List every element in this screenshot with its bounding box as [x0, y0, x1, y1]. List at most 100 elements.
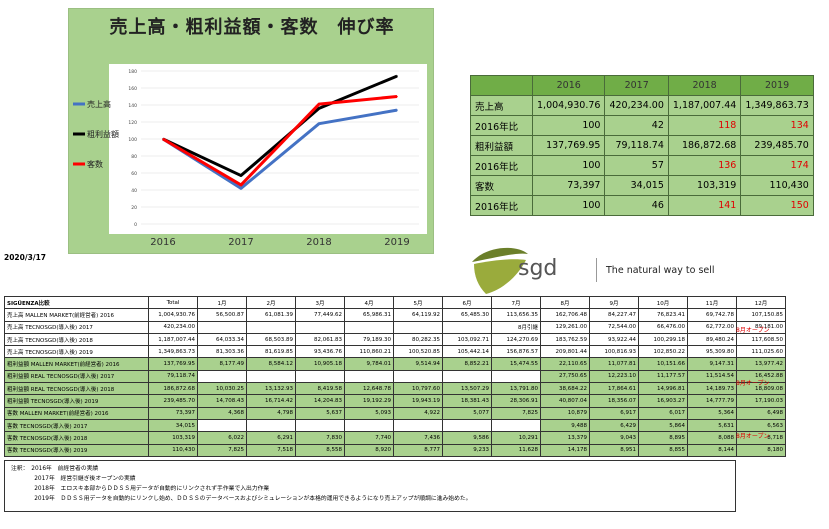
summary-cell: 141: [667, 195, 742, 216]
summary-cell: 46: [604, 195, 669, 216]
summary-cell: 136: [667, 155, 742, 176]
note-line: 2019年 ＤＤＳＳ用データを自動的にリンクし始め、ＤＤＳＳのデータベースおよび…: [11, 496, 472, 502]
detail-cell: 12,223.10: [589, 369, 639, 384]
summary-row: 客数 73,397 34,015 103,319 110,430: [470, 175, 814, 196]
detail-row: 客数 TECNOSGD(導入後) 2017 34,015 9,488 6,429 5,8…: [4, 418, 786, 433]
detail-cell: 420,234.00: [148, 320, 198, 334]
detail-row-label: 粗利益額 TECNOSGD(導入後) 2019: [4, 394, 149, 408]
detail-header-cell: 8月: [540, 295, 590, 310]
detail-cell: 6,291: [246, 431, 296, 445]
series-line: [162, 74, 398, 178]
data-point: [318, 107, 320, 110]
x-tick-label: 2016: [150, 237, 175, 248]
detail-header-cell: 2月: [246, 295, 296, 310]
detail-cell: 6,022: [197, 431, 247, 445]
detail-cell: [442, 369, 492, 384]
legend-label: 客数: [87, 159, 103, 169]
detail-cell: 11,628: [491, 443, 541, 457]
summary-cell: 1,349,863.73: [740, 95, 814, 116]
summary-row: 売上高 1,004,930.76 420,234.00 1,187,007.44 1,3…: [470, 95, 814, 116]
summary-cell: 150: [740, 195, 814, 216]
summary-cell: 1,004,930.76: [531, 95, 606, 116]
detail-cell: [344, 418, 394, 433]
detail-row: 粗利益額 REAL TECNOSGD(導入後) 2018 186,872.68 10…: [4, 382, 786, 396]
summary-header-row: 2016 2017 2018 2019: [470, 75, 814, 96]
detail-cell: 64,119.92: [393, 308, 443, 322]
detail-row-label: 売上高 MALLEN MARKET(前経営者) 2016: [4, 308, 149, 322]
detail-cell: 4,368: [197, 406, 247, 420]
detail-cell: 186,872.68: [148, 382, 198, 396]
note-line: 注釈： 2016年 前経営者の実績: [11, 466, 99, 472]
logo-divider: [596, 258, 597, 282]
detail-cell: 8,584.12: [246, 357, 296, 371]
detail-header-cell: 12月: [736, 295, 786, 310]
detail-header-cell: 9月: [589, 295, 639, 310]
y-tick-label: 80: [131, 154, 137, 160]
detail-cell: 4,922: [393, 406, 443, 420]
detail-row: 売上高 TECNOSGD(導入後) 2019 1,349,863.73 81,303…: [4, 345, 786, 359]
detail-cell: 79,189.30: [344, 332, 394, 347]
summary-table: 2016 2017 2018 2019 売上高 1,004,930.76 420,2…: [470, 75, 814, 216]
detail-row: 粗利益額 TECNOSGD(導入後) 2019 239,485.70 14,708.…: [4, 394, 786, 408]
detail-cell: 65,986.31: [344, 308, 394, 322]
detail-cell: 8,718: [736, 431, 786, 445]
detail-cell: 8月引継: [491, 320, 541, 334]
detail-cell: 5,364: [687, 406, 737, 420]
note-line: 2017年 経営引継ぎ後オープンの実績: [11, 476, 136, 482]
detail-header-cell: 3月: [295, 295, 345, 310]
detail-cell: 103,319: [148, 431, 198, 445]
detail-header-cell: 10月: [638, 295, 688, 310]
side-note-opening: 8月オープン: [736, 379, 770, 387]
detail-cell: 5,093: [344, 406, 394, 420]
plot-area: [109, 64, 427, 234]
detail-cell: [442, 418, 492, 433]
detail-cell: 18,381.43: [442, 394, 492, 408]
data-point: [240, 184, 242, 186]
note-line: 2018年 エロスキ本部からＤＤＳＳ用データが自動的にリンクされず手作業で入出力…: [11, 486, 270, 492]
summary-row-label: 2016年比: [470, 115, 533, 136]
detail-cell: 5,631: [687, 418, 737, 433]
detail-cell: 62,772.00: [687, 320, 737, 334]
detail-cell: 129,261.00: [540, 320, 590, 334]
detail-row-label: 売上高 TECNOSGD(導入後) 2017: [4, 320, 149, 334]
detail-cell: 8,558: [295, 443, 345, 457]
data-point: [240, 174, 242, 177]
detail-row: 客数 MALLEN MARKET(前経営者) 2016 73,397 4,368 4,…: [4, 406, 786, 420]
data-point: [396, 75, 398, 77]
detail-cell: [393, 418, 443, 433]
y-tick-label: 180: [128, 69, 137, 75]
detail-cell: 13,132.93: [246, 382, 296, 396]
detail-cell: 7,825: [197, 443, 247, 457]
detail-cell: 239,485.70: [148, 394, 198, 408]
detail-cell: 16,714.42: [246, 394, 296, 408]
summary-row: 2016年比 100 57 136 174: [470, 155, 814, 176]
summary-row-label: 売上高: [470, 95, 533, 116]
detail-cell: 14,204.83: [295, 394, 345, 408]
chart-title: 売上高・粗利益額・客数 伸び率: [109, 17, 395, 38]
detail-cell: 100,299.18: [638, 332, 688, 347]
detail-header-cell: 6月: [442, 295, 492, 310]
detail-cell: 28,306.91: [491, 394, 541, 408]
detail-row: 粗利益額 MALLEN MARKET(前経営者) 2016 137,769.95 8…: [4, 357, 786, 371]
y-tick-label: 60: [131, 171, 137, 177]
detail-cell: 95,309.80: [687, 345, 737, 359]
detail-cell: 61,081.39: [246, 308, 296, 322]
detail-cell: 15,474.55: [491, 357, 541, 371]
summary-cell: 100: [531, 195, 606, 216]
detail-cell: 209,801.44: [540, 345, 590, 359]
detail-cell: 6,498: [736, 406, 786, 420]
summary-cell: 79,118.74: [604, 135, 669, 156]
detail-cell: 8,177.49: [197, 357, 247, 371]
detail-row: 売上高 TECNOSGD(導入後) 2018 1,187,007.44 64,033…: [4, 332, 786, 347]
y-tick-label: 20: [131, 205, 137, 211]
detail-header-cell: 7月: [491, 295, 541, 310]
detail-cell: 14,178: [540, 443, 590, 457]
summary-corner-cell: [470, 75, 533, 96]
detail-cell: 8,419.58: [295, 382, 345, 396]
detail-cell: 81,303.36: [197, 345, 247, 359]
detail-cell: 7,436: [393, 431, 443, 445]
detail-cell: 7,825: [491, 406, 541, 420]
x-tick-label: 2018: [306, 237, 331, 248]
detail-cell: 10,797.60: [393, 382, 443, 396]
detail-cell: 76,823.41: [638, 308, 688, 322]
